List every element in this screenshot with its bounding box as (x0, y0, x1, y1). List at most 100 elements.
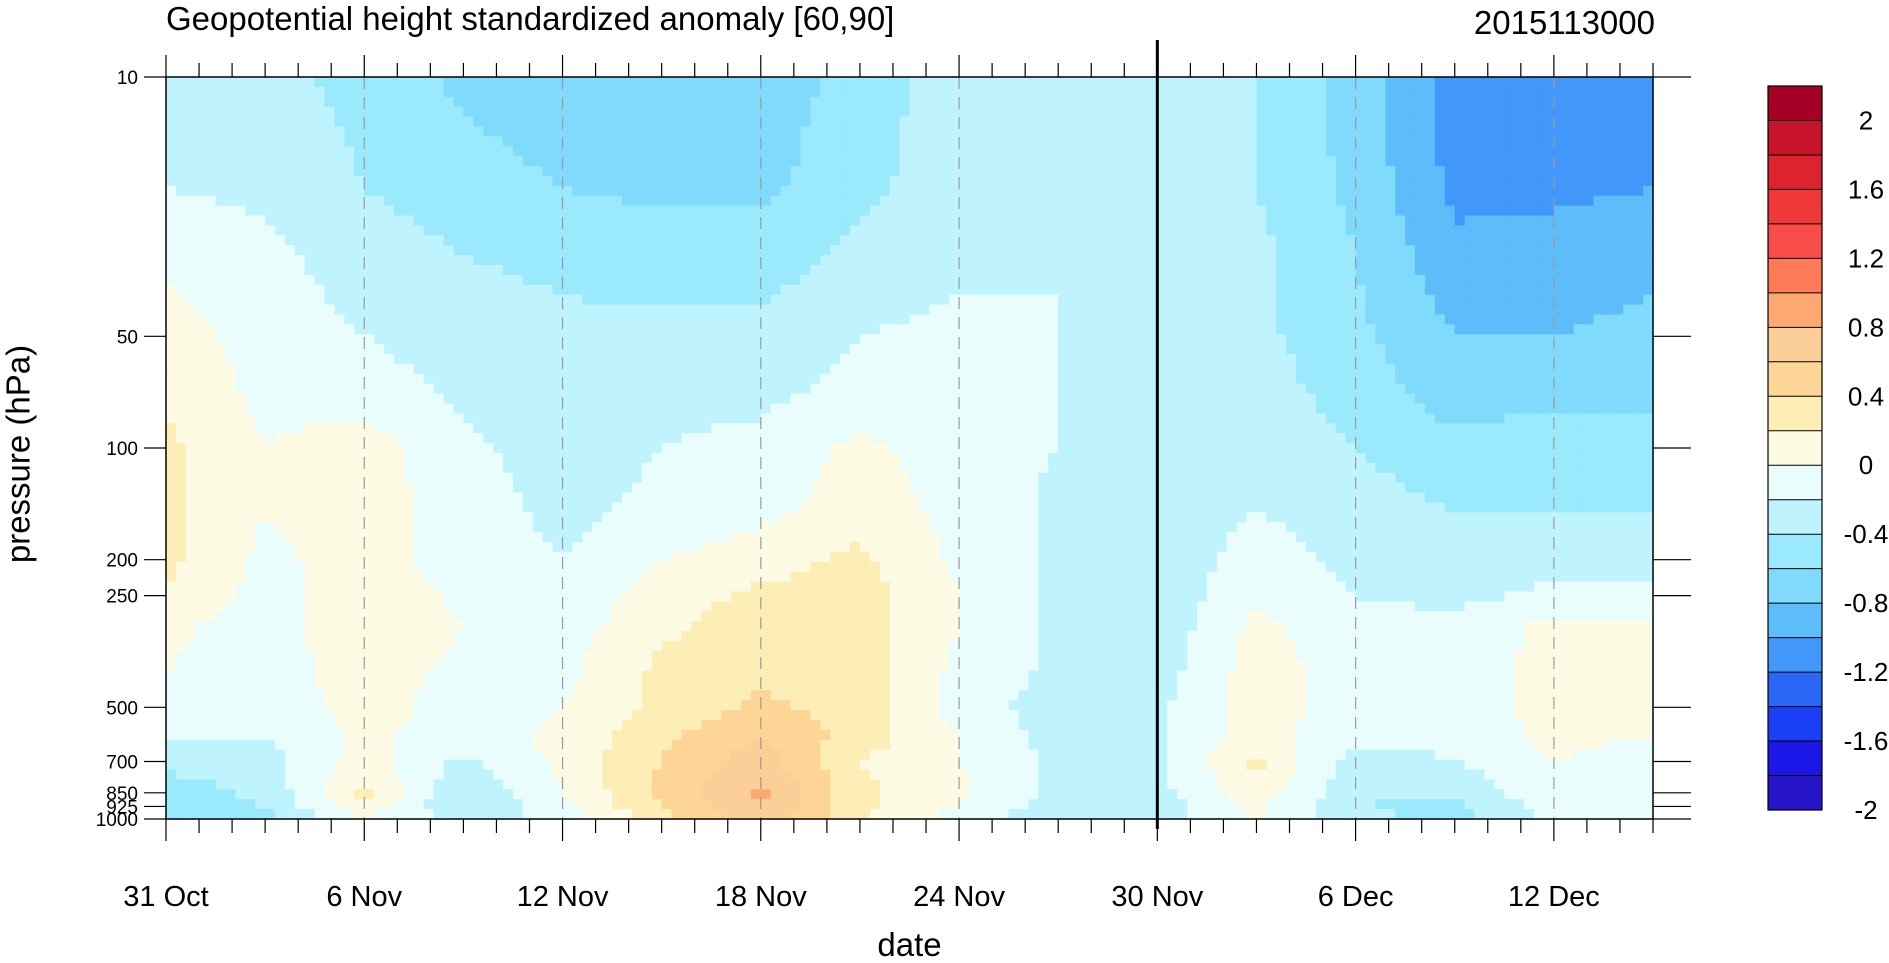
contour-cell (850, 373, 861, 385)
contour-cell (1058, 373, 1069, 385)
contour-cell (929, 116, 940, 128)
contour-cell (532, 96, 544, 108)
contour-cell (1087, 136, 1099, 147)
contour-cell (602, 363, 613, 375)
contour-cell (255, 215, 266, 226)
contour-cell (265, 255, 276, 266)
contour-cell (245, 314, 256, 325)
contour-cell (483, 324, 494, 335)
contour-cell (1613, 245, 1624, 256)
contour-cell (968, 96, 980, 108)
contour-cell (562, 86, 574, 98)
contour-cell (1028, 264, 1039, 276)
contour-cell (681, 274, 692, 286)
contour-cell (205, 344, 217, 355)
contour-cell (1196, 245, 1208, 256)
contour-cell (1335, 264, 1347, 276)
contour-cell (1097, 146, 1109, 157)
contour-cell (1355, 106, 1367, 118)
contour-cell (959, 363, 970, 375)
contour-cell (998, 363, 1010, 375)
contour-cell (1048, 383, 1059, 395)
contour-cell (483, 116, 494, 128)
contour-cell (324, 393, 336, 405)
contour-cell (1633, 324, 1644, 335)
contour-cell (453, 136, 464, 147)
contour-cell (1613, 354, 1624, 365)
contour-cell (711, 264, 722, 276)
contour-cell (840, 166, 851, 177)
contour-cell (1286, 205, 1297, 217)
contour-cell (542, 126, 554, 137)
contour-cell (453, 156, 464, 167)
contour-cell (473, 274, 484, 286)
contour-cell (1633, 86, 1644, 98)
contour-cell (572, 235, 583, 246)
contour-cell (1603, 383, 1614, 395)
contour-cell (1256, 304, 1267, 316)
contour-cell (394, 314, 405, 325)
contour-cell (1038, 225, 1049, 236)
contour-cell (473, 354, 484, 365)
contour-cell (1464, 166, 1476, 177)
contour-cell (641, 245, 653, 256)
contour-cell (166, 185, 177, 197)
contour-cell (245, 284, 256, 296)
contour-cell (622, 264, 633, 276)
contour-cell (1593, 96, 1605, 108)
contour-cell (166, 264, 177, 276)
contour-cell (1137, 284, 1149, 296)
contour-cell (1345, 185, 1357, 197)
contour-cell (909, 156, 921, 167)
contour-cell (225, 215, 236, 226)
contour-cell (612, 284, 623, 296)
contour-cell (671, 185, 683, 197)
contour-cell (1395, 116, 1406, 128)
contour-cell (1464, 156, 1476, 167)
contour-cell (760, 324, 772, 335)
contour-cell (1345, 106, 1357, 118)
contour-cell (1424, 363, 1436, 375)
contour-cell (1087, 334, 1099, 345)
contour-cell (1484, 274, 1495, 286)
contour-cell (889, 116, 901, 128)
contour-cell (1226, 185, 1238, 197)
contour-cell (1286, 166, 1297, 177)
contour-cell (1038, 363, 1049, 375)
contour-cell (235, 344, 246, 355)
contour-cell (820, 363, 831, 375)
contour-cell (681, 235, 692, 246)
contour-cell (859, 363, 871, 375)
contour-cell (235, 195, 246, 207)
contour-cell (1157, 195, 1168, 207)
contour-cell (1424, 255, 1436, 266)
contour-cell (869, 383, 881, 395)
contour-cell (641, 156, 653, 167)
contour-cell (1375, 383, 1386, 395)
contour-cell (582, 195, 593, 207)
contour-cell (790, 304, 802, 316)
contour-cell (1424, 245, 1436, 256)
contour-cell (1038, 373, 1049, 385)
contour-cell (284, 215, 296, 226)
contour-cell (1097, 314, 1109, 325)
contour-cell (394, 344, 405, 355)
contour-cell (1167, 106, 1178, 118)
contour-cell (1613, 215, 1624, 226)
contour-cell (1097, 284, 1109, 296)
contour-cell (433, 96, 445, 108)
contour-cell (1405, 274, 1416, 286)
contour-cell (1068, 393, 1079, 405)
contour-cell (750, 274, 762, 286)
contour-cell (1097, 225, 1109, 236)
contour-cell (939, 264, 950, 276)
contour-cell (998, 334, 1010, 345)
contour-cell (1276, 235, 1287, 246)
contour-cell (572, 403, 583, 414)
contour-cell (304, 383, 316, 395)
contour-cell (750, 215, 762, 226)
contour-cell (195, 363, 207, 375)
contour-cell (889, 373, 901, 385)
contour-cell (1583, 324, 1595, 335)
contour-cell (1087, 383, 1099, 395)
